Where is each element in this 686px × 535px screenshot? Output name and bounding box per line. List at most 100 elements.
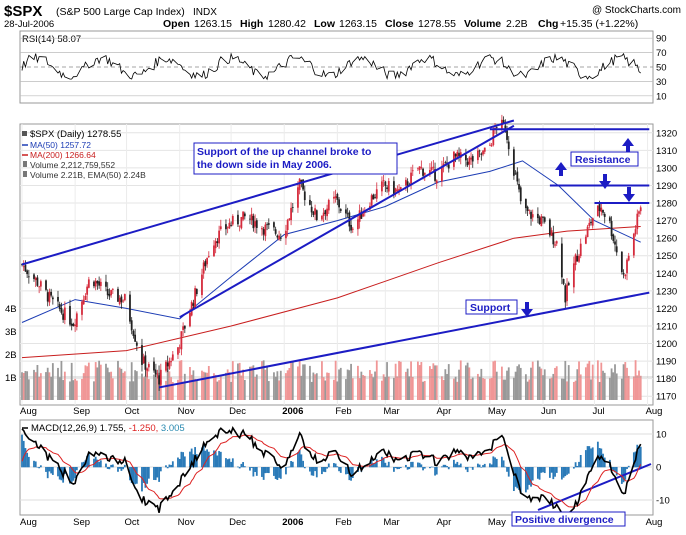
volume-bar — [536, 360, 539, 400]
open-value: 1263.15 — [194, 18, 232, 30]
volume-label: Volume — [464, 18, 501, 30]
volume-bar — [456, 381, 459, 400]
candle-body — [600, 207, 603, 212]
volume-bar — [202, 371, 205, 400]
volume-bar — [444, 369, 447, 400]
volume-bar — [418, 365, 421, 400]
candle-body — [567, 282, 570, 286]
candle-body — [168, 360, 171, 369]
volume-bar — [506, 370, 508, 400]
macd-histogram-bar — [22, 440, 25, 468]
candle-body — [411, 170, 414, 172]
macd-histogram-bar — [387, 461, 390, 468]
candle-body — [285, 230, 287, 239]
macd-histogram-bar — [566, 467, 568, 475]
candle-body — [345, 209, 347, 214]
macd-histogram-bar — [476, 463, 479, 468]
candle-body — [190, 301, 193, 316]
volume-bar — [314, 374, 316, 400]
candle-body — [87, 279, 90, 288]
macd-histogram-bar — [146, 467, 149, 484]
volume-bar — [339, 367, 342, 400]
volume-bar — [105, 363, 107, 400]
macd-histogram-bar — [142, 467, 145, 483]
macd-histogram-bar — [405, 464, 407, 468]
macd-histogram-bar — [579, 454, 582, 468]
price-tick-label: 1240 — [656, 269, 677, 280]
volume-bar — [279, 370, 282, 400]
candle-body — [555, 241, 558, 244]
volume-bar — [478, 376, 481, 400]
volume-bar — [207, 365, 210, 400]
volume-bar — [147, 379, 150, 400]
candle-body — [338, 199, 340, 208]
volume-bar — [214, 374, 217, 400]
rsi-tick-label: 50 — [656, 63, 667, 74]
support-annotation: Support — [465, 299, 518, 315]
price-tick-label: 1210 — [656, 321, 677, 332]
macd-histogram-bar — [255, 467, 258, 476]
volume-bar — [108, 372, 111, 400]
macd-histogram-bar — [314, 467, 316, 472]
macd-histogram-bar — [165, 465, 167, 468]
candle-body — [70, 323, 73, 326]
volume-bar — [333, 379, 335, 400]
macd-histogram-bar — [93, 458, 95, 468]
macd-histogram-bar — [381, 456, 383, 468]
candle-body — [519, 187, 522, 202]
candle-body — [144, 355, 147, 370]
macd-histogram-bar — [536, 467, 539, 479]
candle-body — [26, 270, 29, 275]
candle-body — [488, 144, 491, 146]
macd-histogram-bar — [166, 467, 169, 469]
macd-histogram-bar — [483, 463, 486, 468]
macd-histogram-bar — [466, 467, 469, 473]
volume-bar — [476, 373, 479, 400]
volume-bar — [548, 378, 551, 400]
macd-histogram-bar — [24, 448, 27, 468]
volume-bar — [34, 372, 37, 400]
candle-body — [278, 235, 280, 240]
candle-body — [478, 150, 481, 152]
volume-bar — [610, 368, 613, 400]
macd-tick-label: 0 — [656, 463, 661, 474]
volume-bar — [634, 360, 637, 400]
macd-histogram-bar — [254, 467, 256, 472]
macd-histogram-bar — [177, 457, 179, 468]
arrow-down-icon — [599, 174, 611, 189]
macd-histogram-bar — [591, 447, 594, 468]
macd-histogram-bar — [418, 462, 421, 468]
volume-tick-label: 1B — [5, 373, 17, 384]
candle-body — [69, 306, 71, 325]
candle-body — [108, 293, 111, 297]
macd-histogram-bar — [46, 467, 49, 479]
x-tick-label: Sep — [73, 406, 90, 417]
candle-body — [96, 281, 99, 284]
volume-bar — [471, 377, 474, 400]
volume-bar — [134, 370, 137, 400]
candle-body — [86, 286, 89, 295]
volume-bar — [50, 376, 53, 400]
volume-bar — [290, 362, 292, 400]
volume-bar — [156, 373, 159, 400]
macd-histogram-bar — [70, 467, 73, 483]
volume-bar — [324, 380, 327, 400]
macd-histogram-bar — [519, 467, 522, 494]
macd-histogram-bar — [444, 464, 447, 468]
volume-bar — [219, 375, 222, 400]
macd-histogram-bar — [538, 467, 541, 480]
volume-bar — [466, 362, 469, 400]
candle-body — [297, 187, 299, 208]
macd-histogram-bar — [132, 467, 135, 484]
candle-body — [267, 223, 270, 225]
macd-histogram-bar — [406, 467, 409, 470]
volume-bar — [488, 378, 491, 400]
volume-bar — [123, 371, 126, 400]
macd-histogram-bar — [288, 466, 291, 468]
macd-histogram-bar — [242, 462, 244, 468]
x-tick-label: Nov — [178, 406, 195, 417]
candle-body — [626, 259, 628, 274]
candle-body — [33, 274, 35, 279]
macd-histogram-bar — [216, 455, 219, 468]
volume-bar — [243, 379, 246, 400]
